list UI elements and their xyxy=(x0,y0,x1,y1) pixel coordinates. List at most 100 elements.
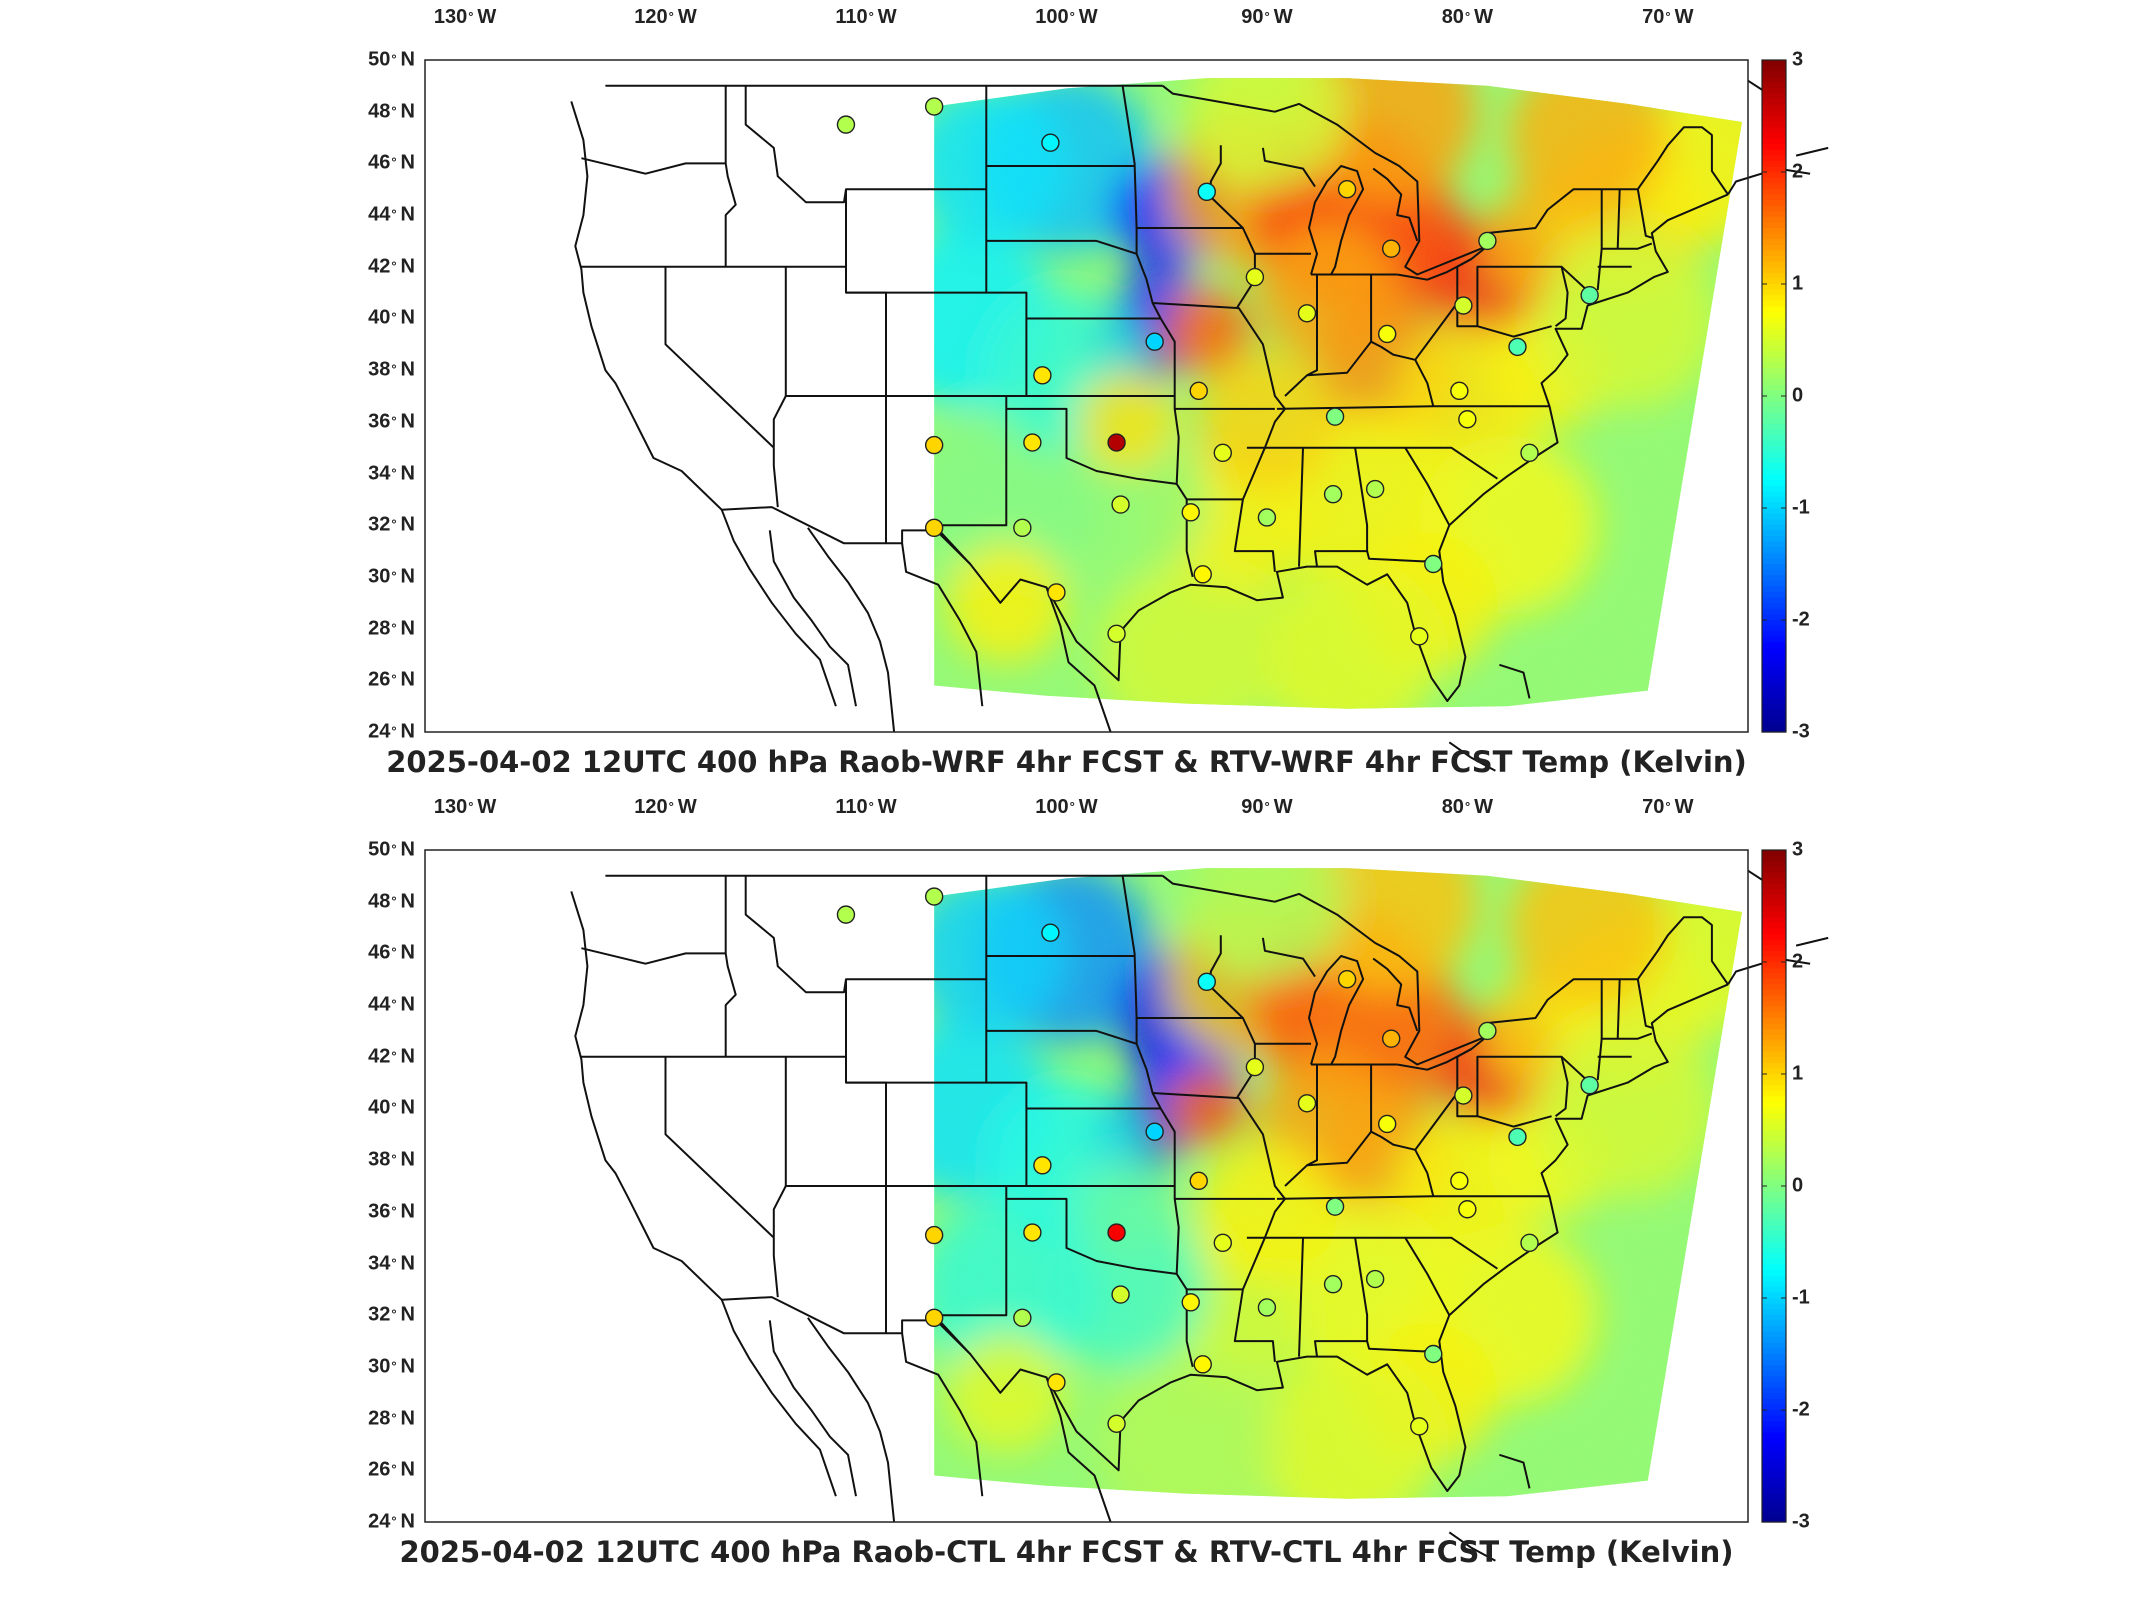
latitude-label: 48° N xyxy=(368,100,415,123)
colorbar-segment xyxy=(1762,934,1786,941)
colorbar-segment xyxy=(1762,239,1786,246)
colorbar-segment xyxy=(1762,289,1786,296)
colorbar-segment xyxy=(1762,1040,1786,1047)
colorbar-segment xyxy=(1762,552,1786,559)
latitude-label: 26° N xyxy=(368,1458,415,1481)
colorbar-segment xyxy=(1762,620,1786,627)
raob-station-marker xyxy=(1145,332,1164,351)
colorbar-segment xyxy=(1762,878,1786,885)
latitude-label: 30° N xyxy=(368,565,415,588)
raob-station-marker xyxy=(1508,337,1527,357)
colorbar-segment xyxy=(1762,945,1786,952)
boundary-line xyxy=(724,875,737,1057)
boundary-line xyxy=(1136,227,1311,255)
raob-station-marker xyxy=(924,887,944,906)
boundary-line xyxy=(1152,302,1286,572)
colorbar-segment xyxy=(1762,1292,1786,1299)
colorbar-segment xyxy=(1762,866,1786,873)
boundary-line xyxy=(768,1320,857,1497)
colorbar-segment xyxy=(1762,127,1786,134)
colorbar-segment xyxy=(1762,88,1786,95)
boundary-line xyxy=(807,527,896,733)
colorbar-segment xyxy=(1762,228,1786,235)
colorbar-segment xyxy=(1762,1023,1786,1030)
colorbar-segment xyxy=(1762,1051,1786,1058)
map-frame-top xyxy=(424,59,1749,733)
colorbar-segment xyxy=(1762,1057,1786,1064)
colorbar-segment xyxy=(1762,82,1786,89)
colorbar-segment xyxy=(1762,536,1786,543)
colorbar-segment xyxy=(1762,508,1786,515)
colorbar-segment xyxy=(1762,642,1786,649)
colorbar-segment xyxy=(1762,592,1786,599)
colorbar-segment xyxy=(1762,653,1786,660)
raob-station-marker xyxy=(924,435,944,455)
colorbar-segment xyxy=(1762,1499,1786,1506)
latitude-label: 48° N xyxy=(368,890,415,913)
colorbar-segment xyxy=(1762,222,1786,229)
colorbar-segment xyxy=(1762,603,1786,610)
raob-station-marker xyxy=(1047,1373,1066,1392)
colorbar-segment xyxy=(1762,1482,1786,1489)
colorbar-segment xyxy=(1762,1146,1786,1153)
colorbar-segment xyxy=(1762,1270,1786,1277)
colorbar-segment xyxy=(1762,216,1786,223)
colorbar-tick-label: 2 xyxy=(1792,160,1804,183)
colorbar-segment xyxy=(1762,659,1786,666)
colorbar-segment xyxy=(1762,911,1786,918)
raob-station-marker xyxy=(1424,554,1443,574)
longitude-label: 80° W xyxy=(1441,6,1494,28)
boundary-line xyxy=(1448,741,1496,772)
colorbar-segment xyxy=(1762,1415,1786,1422)
boundary-line xyxy=(1616,189,1621,249)
colorbar-segment xyxy=(1762,272,1786,279)
boundary-line xyxy=(1162,85,1729,276)
raob-station-marker xyxy=(1111,495,1130,514)
colorbar-segment xyxy=(1762,726,1786,733)
colorbar-segment xyxy=(1762,597,1786,604)
raob-station-marker xyxy=(1381,239,1401,258)
longitude-label: 110° W xyxy=(835,796,897,818)
colorbar-segment xyxy=(1762,183,1786,190)
colorbar-segment xyxy=(1762,1404,1786,1411)
colorbar-segment xyxy=(1762,1398,1786,1405)
boundary-line xyxy=(1045,586,1112,733)
boundary-line xyxy=(1261,147,1316,188)
colorbar-segment xyxy=(1762,1320,1786,1327)
boundary-line xyxy=(581,947,726,965)
colorbar-segment xyxy=(1762,1258,1786,1265)
colorbar-segment xyxy=(1762,883,1786,890)
raob-station-marker xyxy=(1458,410,1477,429)
boundary-line xyxy=(1284,1064,1318,1187)
colorbar-segment xyxy=(1762,894,1786,901)
longitude-label: 120° W xyxy=(634,6,697,28)
colorbar-segment xyxy=(1762,1449,1786,1456)
colorbar-segment xyxy=(1762,1477,1786,1484)
colorbar-segment xyxy=(1762,625,1786,632)
raob-station-marker xyxy=(1450,381,1469,401)
boundary-line xyxy=(1121,875,1194,1368)
raob-station-marker xyxy=(1410,627,1429,646)
colorbar-segment xyxy=(1762,681,1786,688)
colorbar-segment xyxy=(1762,491,1786,498)
boundary-line xyxy=(772,447,779,508)
colorbar-segment xyxy=(1762,1158,1786,1165)
colorbar-segment xyxy=(1762,1264,1786,1271)
latitude-label: 26° N xyxy=(368,668,415,691)
boundary-line xyxy=(1372,957,1419,1032)
colorbar-segment xyxy=(1762,1303,1786,1310)
colorbar-segment xyxy=(1762,211,1786,218)
state-boundaries-bottom xyxy=(570,869,1829,1562)
colorbar-segment xyxy=(1762,530,1786,537)
latitude-label: 34° N xyxy=(368,462,415,485)
colorbar-segment xyxy=(1762,1079,1786,1086)
boundary-line xyxy=(934,396,1008,527)
raob-station-marker xyxy=(1325,1197,1345,1216)
raob-station-marker xyxy=(1213,1233,1233,1253)
colorbar-segment xyxy=(1762,188,1786,195)
colorbar-segment xyxy=(1762,1214,1786,1221)
colorbar-segment xyxy=(1762,446,1786,453)
colorbar-segment xyxy=(1762,65,1786,72)
colorbar-segment xyxy=(1762,698,1786,705)
latitude-label: 44° N xyxy=(368,993,415,1016)
